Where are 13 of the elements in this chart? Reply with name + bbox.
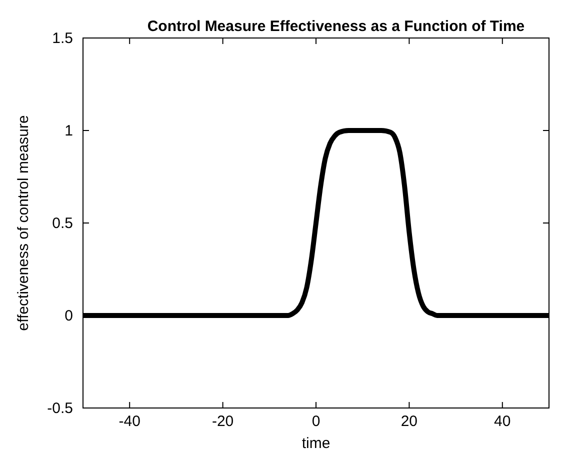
y-tick-label: 1 xyxy=(64,122,73,140)
y-axis-title: effectiveness of control measure xyxy=(15,115,32,331)
x-tick-label: -20 xyxy=(212,413,234,430)
x-tick-label: -40 xyxy=(118,413,140,430)
x-tick-label: 20 xyxy=(400,413,418,430)
y-tick-label: 0 xyxy=(64,308,73,324)
y-tick-label: 0.5 xyxy=(52,215,73,232)
x-tick-label: 0 xyxy=(312,413,320,430)
chart-title: Control Measure Effectiveness as a Function of Time xyxy=(147,18,525,35)
y-tick-label: -0.5 xyxy=(47,400,73,417)
y-tick-label: 1.5 xyxy=(52,30,73,47)
x-axis-title: time xyxy=(302,435,330,452)
x-tick-label: 40 xyxy=(494,413,511,430)
